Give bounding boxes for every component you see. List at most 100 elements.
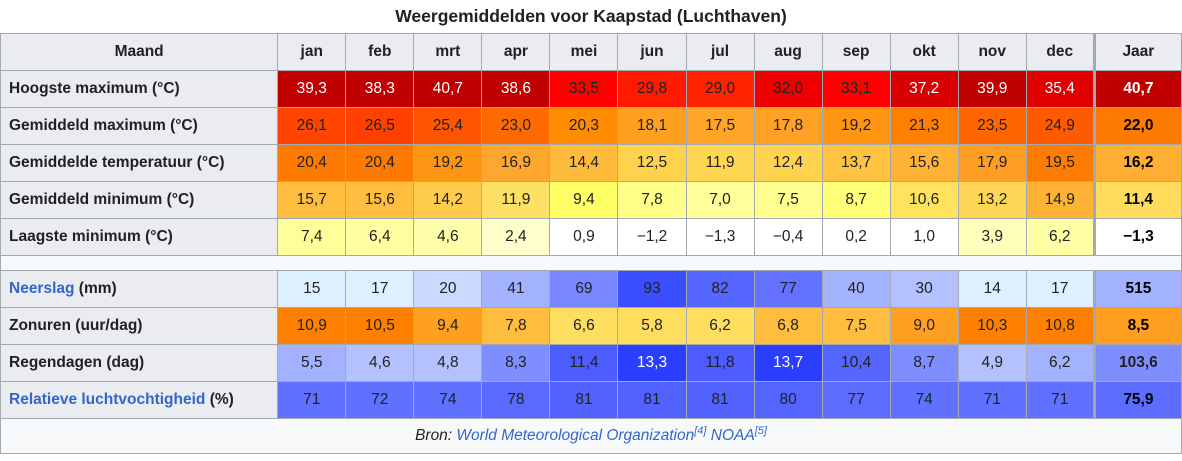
value-cell: 71 — [1025, 381, 1095, 419]
row-label-unit: (mm) — [74, 280, 117, 297]
value-cell: 6,4 — [345, 218, 415, 256]
row-label: Gemiddeld maximum (°C) — [0, 107, 279, 145]
value-cell: 17,8 — [753, 107, 823, 145]
value-cell: 17,9 — [957, 144, 1027, 182]
value-cell: 3,9 — [957, 218, 1027, 256]
header-month-dec: dec — [1025, 33, 1095, 71]
value-cell: 40,7 — [413, 70, 483, 108]
value-cell: 20 — [413, 270, 483, 308]
header-month-nov: nov — [957, 33, 1027, 71]
table-row: Gemiddeld maximum (°C) 26,1 26,5 25,4 23,0 20… — [0, 107, 1182, 145]
value-cell: −1,2 — [617, 218, 687, 256]
value-cell: 24,9 — [1025, 107, 1095, 145]
value-cell: 7,0 — [685, 181, 755, 219]
header-month-mrt: mrt — [413, 33, 483, 71]
value-cell: 93 — [617, 270, 687, 308]
value-cell: 15,7 — [277, 181, 347, 219]
value-cell: 12,5 — [617, 144, 687, 182]
table-row: Gemiddeld minimum (°C) 15,7 15,6 14,2 11,9 9,… — [0, 181, 1182, 219]
value-cell: 4,6 — [413, 218, 483, 256]
value-cell: 81 — [617, 381, 687, 419]
value-cell: 10,5 — [345, 307, 415, 345]
table-row: Zonuren (uur/dag) 10,9 10,5 9,4 7,8 6,6 5,8 6,2… — [0, 307, 1182, 345]
value-cell: 2,4 — [481, 218, 551, 256]
value-cell: 41 — [481, 270, 551, 308]
value-cell: 18,1 — [617, 107, 687, 145]
value-cell: 19,5 — [1025, 144, 1095, 182]
value-cell: 38,6 — [481, 70, 551, 108]
year-value-cell: 22,0 — [1092, 107, 1182, 145]
header-row: Maand jan feb mrt apr mei jun jul aug sep okt nov d… — [0, 33, 1182, 71]
value-cell: 7,8 — [481, 307, 551, 345]
value-cell: 7,4 — [277, 218, 347, 256]
value-cell: 12,4 — [753, 144, 823, 182]
value-cell: 81 — [685, 381, 755, 419]
value-cell: 33,1 — [821, 70, 891, 108]
row-label-link[interactable]: Neerslag — [9, 280, 75, 297]
value-cell: 11,8 — [685, 344, 755, 382]
value-cell: 6,8 — [753, 307, 823, 345]
header-month-sep: sep — [821, 33, 891, 71]
row-label: Neerslag (mm) — [0, 270, 279, 308]
value-cell: 25,4 — [413, 107, 483, 145]
value-cell: 39,3 — [277, 70, 347, 108]
value-cell: 81 — [549, 381, 619, 419]
row-label: Gemiddelde temperatuur (°C) — [0, 144, 279, 182]
source-prefix: Bron: — [415, 427, 457, 444]
value-cell: 40 — [821, 270, 891, 308]
spacer-cell — [0, 255, 1182, 271]
row-label-unit: (%) — [205, 391, 234, 408]
value-cell: 33,5 — [549, 70, 619, 108]
header-month-jun: jun — [617, 33, 687, 71]
value-cell: 35,4 — [1025, 70, 1095, 108]
value-cell: 37,2 — [889, 70, 959, 108]
value-cell: 16,9 — [481, 144, 551, 182]
value-cell: 74 — [413, 381, 483, 419]
source-link-wmo[interactable]: World Meteorological Organization — [456, 427, 695, 444]
value-cell: 74 — [889, 381, 959, 419]
table-row: Neerslag (mm) 15 17 20 41 69 93 82 77 40 30 14 17 515 — [0, 270, 1182, 308]
value-cell: 10,4 — [821, 344, 891, 382]
value-cell: 4,9 — [957, 344, 1027, 382]
reference-5-link[interactable]: [5] — [754, 424, 767, 437]
value-cell: 10,3 — [957, 307, 1027, 345]
value-cell: 20,4 — [277, 144, 347, 182]
value-cell: 0,2 — [821, 218, 891, 256]
value-cell: 21,3 — [889, 107, 959, 145]
table-row: Relatieve luchtvochtigheid (%) 71 72 74 78 81… — [0, 381, 1182, 419]
source-footer: Bron: World Meteorological Organization[… — [0, 418, 1182, 454]
reference-4-link[interactable]: [4] — [694, 424, 707, 437]
value-cell: 20,4 — [345, 144, 415, 182]
value-cell: 19,2 — [413, 144, 483, 182]
value-cell: 5,5 — [277, 344, 347, 382]
value-cell: 77 — [821, 381, 891, 419]
table-row: Laagste minimum (°C) 7,4 6,4 4,6 2,4 0,9 −1,2−… — [0, 218, 1182, 256]
footer-row: Bron: World Meteorological Organization[… — [0, 418, 1182, 454]
source-link-noaa[interactable]: NOAA — [710, 427, 755, 444]
row-label: Laagste minimum (°C) — [0, 218, 279, 256]
value-cell: −1,3 — [685, 218, 755, 256]
value-cell: 6,2 — [1025, 344, 1095, 382]
header-month-label: Maand — [0, 33, 279, 71]
year-value-cell: −1,3 — [1092, 218, 1182, 256]
header-month-jan: jan — [277, 33, 347, 71]
value-cell: 0,9 — [549, 218, 619, 256]
header-month-aug: aug — [753, 33, 823, 71]
value-cell: 69 — [549, 270, 619, 308]
value-cell: 8,7 — [889, 344, 959, 382]
value-cell: 71 — [277, 381, 347, 419]
header-year: Jaar — [1092, 33, 1182, 71]
value-cell: 11,9 — [481, 181, 551, 219]
value-cell: 77 — [753, 270, 823, 308]
row-label: Zonuren (uur/dag) — [0, 307, 279, 345]
value-cell: 13,7 — [753, 344, 823, 382]
year-value-cell: 11,4 — [1092, 181, 1182, 219]
row-label-link[interactable]: Relatieve luchtvochtigheid — [9, 391, 206, 408]
row-label: Regendagen (dag) — [0, 344, 279, 382]
year-value-cell: 16,2 — [1092, 144, 1182, 182]
spacer-row — [0, 255, 1182, 271]
row-label: Relatieve luchtvochtigheid (%) — [0, 381, 279, 419]
value-cell: 26,1 — [277, 107, 347, 145]
value-cell: 29,8 — [617, 70, 687, 108]
value-cell: 17 — [345, 270, 415, 308]
